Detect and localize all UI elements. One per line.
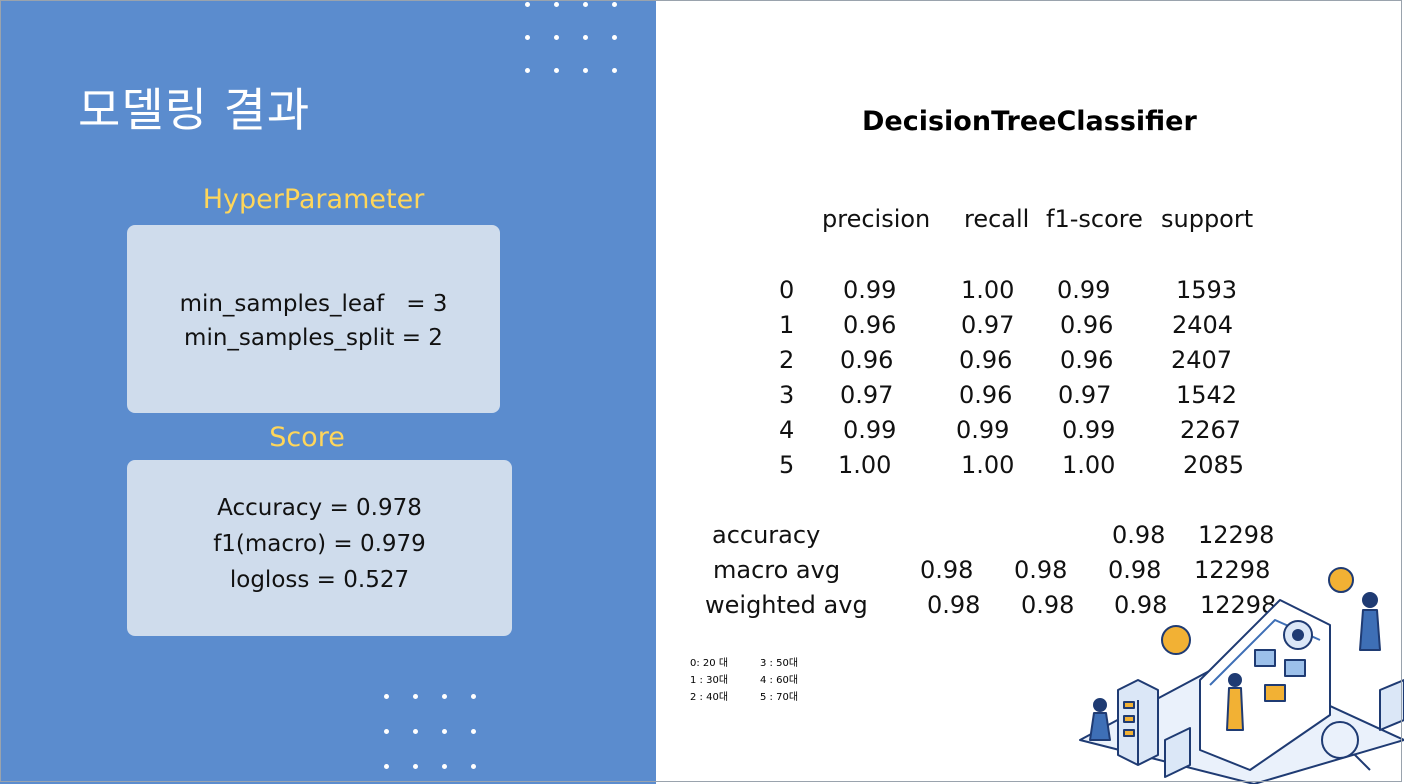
report-cell: 0.96: [840, 346, 894, 374]
report-cell: 0.98: [1108, 556, 1162, 584]
report-cell: 1.00: [961, 276, 1015, 304]
legend-item: 4 : 60대: [760, 675, 799, 686]
report-cell: 0.96: [959, 346, 1013, 374]
decorative-dot-grid-bottom: [384, 694, 476, 769]
page-title: 모델링 결과: [78, 83, 311, 137]
report-row-label: 4: [779, 416, 795, 444]
report-cell: 0.97: [961, 311, 1015, 339]
report-row-label: 2: [779, 346, 795, 374]
legend-item: 3 : 50대: [760, 658, 799, 669]
report-cell: 1593: [1176, 276, 1238, 304]
report-row-label: 5: [779, 451, 795, 479]
legend-row: 2 : 40대 5 : 70대: [690, 689, 798, 706]
report-cell: 1542: [1176, 381, 1238, 409]
score-label: Score: [269, 422, 345, 453]
report-cell: 0.98: [1014, 556, 1068, 584]
report-cell: 1.00: [838, 451, 892, 479]
decorative-dot-grid-top: [525, 2, 617, 73]
report-cell: 0.98: [920, 556, 974, 584]
report-cell: 0.99: [843, 276, 897, 304]
hyperparameter-line: min_samples_split = 2: [184, 325, 443, 351]
report-row-label: 1: [779, 311, 795, 339]
age-group-legend: 0: 20 대 3 : 50대 1 : 30대 4 : 60대 2 : 40대 …: [690, 655, 798, 706]
hyperparameter-line: min_samples_leaf = 3: [179, 291, 448, 317]
report-cell: 0.99: [1057, 276, 1111, 304]
report-cell: 0.98: [1114, 591, 1168, 619]
legend-row: 1 : 30대 4 : 60대: [690, 672, 798, 689]
report-cell: 2085: [1183, 451, 1245, 479]
report-cell: 1.00: [961, 451, 1015, 479]
report-cell: 2404: [1172, 311, 1234, 339]
report-cell: 0.97: [1058, 381, 1112, 409]
report-row-label: 3: [779, 381, 795, 409]
report-cell: 0.96: [843, 311, 897, 339]
report-cell: 0.98: [1021, 591, 1075, 619]
report-header: support: [1161, 205, 1254, 233]
report-cell: 0.96: [1060, 346, 1114, 374]
report-cell: 2267: [1180, 416, 1242, 444]
report-summary-label: accuracy: [712, 521, 821, 549]
score-line: f1(macro) = 0.979: [213, 531, 426, 557]
report-cell: 12298: [1200, 591, 1277, 619]
report-cell: 0.99: [956, 416, 1010, 444]
score-line: Accuracy = 0.978: [217, 495, 422, 521]
report-header: recall: [964, 205, 1030, 233]
report-cell: 0.96: [959, 381, 1013, 409]
report-header: f1-score: [1046, 205, 1143, 233]
legend-item: 5 : 70대: [760, 692, 799, 703]
report-summary-label: macro avg: [713, 556, 841, 584]
score-line: logloss = 0.527: [229, 567, 410, 593]
report-cell: 0.97: [840, 381, 894, 409]
report-cell: 12298: [1198, 521, 1275, 549]
report-cell: 0.96: [1060, 311, 1114, 339]
report-summary-label: weighted avg: [705, 591, 868, 619]
legend-item: 0: 20 대: [690, 658, 729, 669]
report-cell: 0.98: [927, 591, 981, 619]
report-title: DecisionTreeClassifier: [862, 106, 1197, 137]
left-panel: 모델링 결과 HyperParameter min_samples_leaf =…: [0, 0, 656, 784]
report-cell: 12298: [1194, 556, 1271, 584]
legend-item: 1 : 30대: [690, 675, 729, 686]
report-cell: 2407: [1171, 346, 1233, 374]
score-card: Accuracy = 0.978 f1(macro) = 0.979 loglo…: [127, 460, 512, 636]
hyperparameter-card: min_samples_leaf = 3 min_samples_split =…: [127, 225, 500, 413]
report-cell: 0.99: [843, 416, 897, 444]
legend-item: 2 : 40대: [690, 692, 729, 703]
isometric-data-illustration: [1079, 567, 1404, 784]
report-row-label: 0: [779, 276, 795, 304]
legend-row: 0: 20 대 3 : 50대: [690, 655, 798, 672]
report-cell: 1.00: [1062, 451, 1116, 479]
report-cell: 0.98: [1112, 521, 1166, 549]
report-cell: 0.99: [1062, 416, 1116, 444]
hyperparameter-label: HyperParameter: [202, 184, 425, 215]
report-header: precision: [822, 205, 931, 233]
